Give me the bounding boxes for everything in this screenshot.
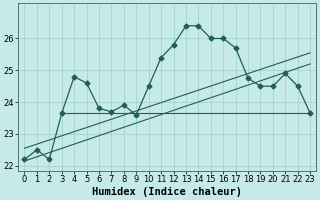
X-axis label: Humidex (Indice chaleur): Humidex (Indice chaleur) <box>92 186 242 197</box>
